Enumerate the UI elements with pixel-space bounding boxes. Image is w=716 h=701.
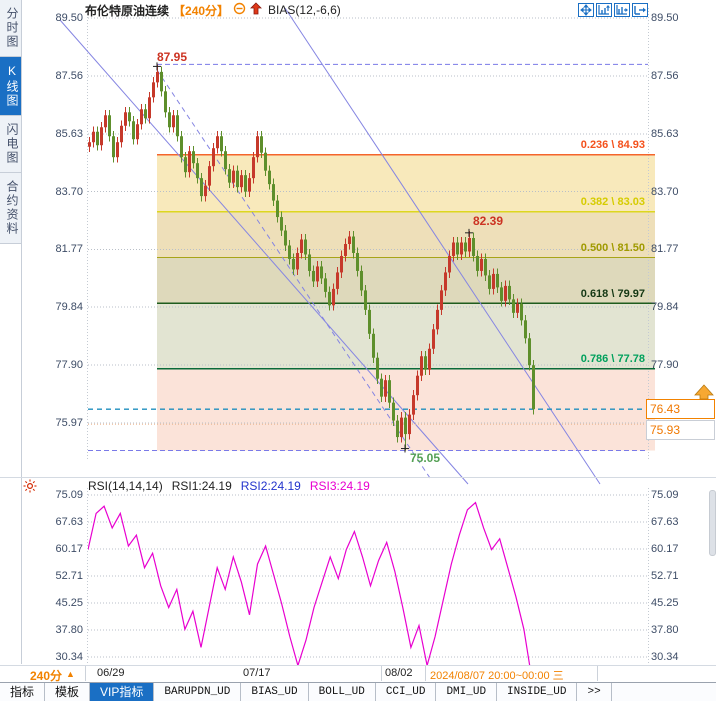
rsi2-value: RSI2:24.19 — [240, 479, 301, 493]
axis-tick-label: 85.63 — [55, 127, 83, 140]
axis-separator — [85, 666, 86, 681]
axis-tick-label: 83.70 — [651, 185, 679, 198]
axis-tick-label: 60.17 — [55, 543, 83, 555]
axis-tick-label: 75.97 — [55, 417, 83, 429]
axis-tick-label: 52.71 — [55, 570, 83, 583]
axis-tick-label: 30.34 — [55, 651, 83, 663]
current-bar-datetime: 2024/08/07 20:00~00:00 三 — [430, 670, 564, 682]
rsi-scrollbar[interactable] — [709, 490, 716, 556]
toolbar-tab-barupdn_ud[interactable]: BARUPDN_UD — [154, 683, 242, 701]
axis-tick-label: 30.34 — [651, 651, 679, 663]
toolbar-tab-inside_ud[interactable]: INSIDE_UD — [497, 683, 578, 701]
toolbar-tab-boll_ud[interactable]: BOLL_UD — [309, 683, 376, 701]
axis-shift-right-icon[interactable] — [614, 3, 630, 17]
toolbar-tab-dmi_ud[interactable]: DMI_UD — [436, 683, 498, 701]
reference-price-box: 75.93 — [646, 420, 715, 440]
move-icon[interactable] — [578, 3, 594, 17]
pane-expand-icon[interactable] — [632, 3, 648, 17]
date-tick-1: 06/29 — [97, 667, 125, 679]
axis-tick-label: 85.63 — [651, 127, 679, 140]
timeframe-caret-icon[interactable]: ▲ — [66, 669, 75, 679]
chart-titlebar: 布伦特原油连续 【240分】 BIAS(12,-6,6) — [85, 2, 341, 18]
axis-tick-label: 89.50 — [651, 12, 679, 24]
minus-circle-icon[interactable] — [233, 2, 246, 18]
sidebar-item-kline-chart[interactable]: K线图 — [0, 57, 21, 116]
axis-tick-label: 37.80 — [55, 623, 83, 636]
toolbar-tab-[interactable]: 模板 — [45, 683, 91, 701]
fib-label-0786: 0.786 \ 77.78 — [580, 353, 645, 365]
toolbar-tab-[interactable]: 指标 — [0, 683, 46, 701]
pane-divider[interactable] — [0, 477, 716, 478]
axis-divider — [0, 665, 716, 666]
fib-label-0618: 0.618 \ 79.97 — [580, 288, 645, 300]
price-alert-arrow-icon — [694, 384, 714, 400]
toolbar-tab-bias_ud[interactable]: BIAS_UD — [241, 683, 309, 701]
axis-separator — [381, 666, 382, 681]
fib-label-0500: 0.500 \ 81.50 — [580, 242, 645, 254]
symbol-name: 布伦特原油连续 — [85, 3, 170, 18]
toolbar-tab-cci_ud[interactable]: CCI_UD — [376, 683, 437, 701]
axis-tick-label: 79.84 — [651, 301, 679, 314]
fib-label-0382: 0.382 \ 83.03 — [580, 196, 645, 208]
date-tick-2: 07/17 — [243, 667, 271, 679]
rsi-params-label: RSI(14,14,14) — [88, 479, 163, 493]
rsi3-value: RSI3:24.19 — [309, 479, 370, 493]
timeframe-label[interactable]: 240分 — [30, 669, 63, 683]
fib-label-0236: 0.236 \ 84.93 — [580, 139, 645, 151]
axis-tick-label: 52.71 — [651, 570, 679, 583]
axis-tick-label: 75.09 — [55, 489, 83, 501]
axis-tick-label: 37.80 — [651, 623, 679, 636]
axis-tick-label: 81.77 — [651, 243, 679, 256]
axis-tick-label: 77.90 — [55, 359, 83, 372]
rsi1-value: RSI1:24.19 — [171, 479, 232, 493]
axis-tick-label: 45.25 — [55, 597, 83, 610]
last-price-box: 76.43 — [646, 399, 715, 419]
axis-tick-label: 87.56 — [55, 70, 83, 83]
axis-separator — [597, 666, 598, 681]
date-tick-3: 08/02 — [385, 667, 413, 679]
axis-tick-label: 83.70 — [55, 185, 83, 198]
high-price-annotation: 87.95 — [157, 50, 188, 64]
axis-tick-label: 77.90 — [651, 359, 679, 372]
up-arrow-icon[interactable] — [250, 2, 263, 18]
chart-tool-icons — [578, 3, 648, 17]
toolbar-tab-vip[interactable]: VIP指标 — [90, 683, 155, 701]
axis-tick-label: 81.77 — [55, 243, 83, 256]
axis-zoom-up-icon[interactable] — [596, 3, 612, 17]
indicator-toolbar: 指标 模板 VIP指标 BARUPDN_UD BIAS_UD BOLL_UD CCI_UD D… — [0, 682, 716, 701]
axis-tick-label: 60.17 — [651, 543, 679, 555]
sidebar-item-lightning-chart[interactable]: 闪电图 — [0, 116, 21, 173]
toolbar-tab-[interactable]: >> — [577, 683, 612, 701]
axis-tick-label: 87.56 — [651, 70, 679, 83]
indicator-label: BIAS(12,-6,6) — [268, 3, 341, 17]
sidebar-item-contract-info[interactable]: 合约资料 — [0, 173, 21, 244]
time-axis: 240分 ▲ 06/29 07/17 08/02 2024/08/07 20:0… — [0, 666, 716, 683]
axis-separator — [425, 666, 426, 681]
indicator-settings-sun-icon[interactable] — [23, 479, 37, 498]
axis-tick-label: 89.50 — [55, 12, 83, 24]
axis-tick-label: 75.09 — [651, 489, 679, 501]
axis-tick-label: 45.25 — [651, 597, 679, 610]
sidebar-item-time-chart[interactable]: 分时图 — [0, 0, 21, 57]
axis-tick-label: 79.84 — [55, 301, 83, 314]
sidebar: 分时图 K线图 闪电图 合约资料 — [0, 0, 22, 664]
swing-high-annotation: 82.39 — [473, 214, 504, 228]
rsi-indicator-header: RSI(14,14,14) RSI1:24.19 RSI2:24.19 RSI3… — [88, 479, 370, 493]
axis-tick-label: 67.63 — [651, 516, 679, 528]
period-label: 【240分】 — [173, 3, 230, 18]
axis-tick-label: 67.63 — [55, 516, 83, 528]
low-price-annotation: 75.05 — [410, 451, 441, 465]
